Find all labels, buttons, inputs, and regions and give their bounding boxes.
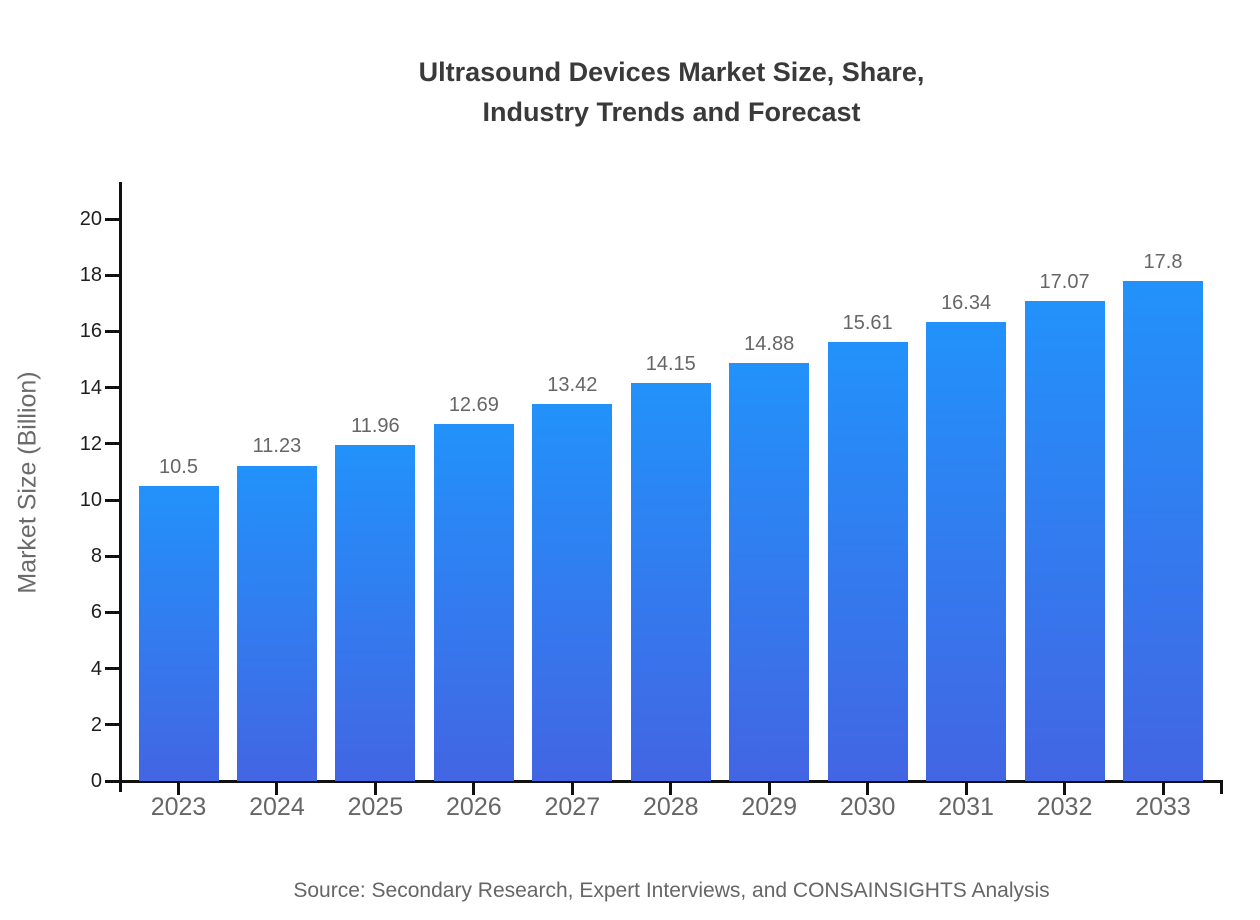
x-axis-tick-label: 2024: [249, 793, 305, 821]
x-axis-tick: [1063, 783, 1067, 795]
y-axis-spine: [119, 182, 122, 792]
x-axis-tick-label: 2023: [150, 793, 207, 821]
y-axis-tick-label: 6: [90, 601, 102, 624]
x-axis-spine: [120, 780, 1223, 783]
y-axis-tick-label: 14: [79, 376, 102, 399]
x-axis-tick-label: 2028: [642, 793, 699, 821]
bar-2028: [630, 383, 711, 781]
bar-value-label: 11.23: [252, 435, 302, 458]
chart-title: Ultrasound Devices Market Size, Share, I…: [120, 52, 1223, 132]
y-axis-tick-label: 16: [79, 320, 102, 343]
bar-value-label: 14.88: [744, 332, 795, 355]
y-axis-tick: [105, 217, 119, 221]
x-axis-tick: [767, 783, 771, 795]
bar-2025: [335, 444, 416, 781]
y-axis-tick-label: 10: [79, 489, 102, 512]
bar-2030: [827, 342, 908, 781]
y-axis-tick: [105, 667, 119, 671]
x-axis-tick-label: 2033: [1135, 793, 1191, 821]
plot-area: 0 2 4 6 8 10 12 14 16 18 20 10.5 2023 11.23 2024 11.96 2…: [80, 182, 1223, 821]
x-axis-tick: [866, 783, 870, 795]
bar-2026: [433, 424, 514, 781]
bar-value-label: 17.8: [1143, 250, 1183, 273]
bar-2033: [1123, 280, 1203, 781]
y-axis-tick: [105, 723, 119, 727]
bar-value-label: 14.15: [645, 353, 696, 376]
x-axis-tick-label: 2025: [347, 793, 404, 821]
x-axis-tick-label: 2032: [1036, 793, 1093, 821]
source-text: Source: Secondary Research, Expert Inter…: [293, 879, 1050, 902]
y-axis-tick-label: 20: [79, 208, 102, 231]
y-axis-tick-label: 0: [90, 770, 102, 792]
x-axis-tick-label: 2031: [938, 793, 994, 821]
x-axis-tick: [964, 783, 968, 795]
bar-value-label: 12.69: [448, 394, 499, 417]
y-axis-tick: [105, 273, 119, 277]
bar-value-label: 15.61: [842, 312, 893, 335]
y-axis-tick: [105, 779, 119, 783]
bar-2029: [729, 362, 810, 781]
x-axis-tick-label: 2027: [544, 793, 601, 821]
bar-value-label: 16.34: [941, 291, 992, 314]
x-axis-tick: [373, 783, 377, 795]
y-axis-tick-label: 2: [90, 713, 102, 736]
x-axis-tick: [275, 783, 279, 795]
y-axis-tick: [105, 442, 119, 446]
y-axis-tick-label: 4: [90, 657, 102, 680]
x-axis-end-tick: [1220, 781, 1223, 794]
bar-2031: [926, 321, 1007, 781]
y-axis-tick: [105, 329, 119, 333]
x-axis-tick: [669, 783, 673, 795]
x-axis-tick: [472, 783, 476, 795]
x-axis-tick: [1161, 783, 1165, 795]
y-axis-tick-label: 8: [90, 545, 102, 568]
y-axis-label: Market Size (Billion): [13, 371, 42, 594]
bar-2024: [236, 465, 317, 781]
y-axis-tick: [105, 386, 119, 390]
bar-value-label: 13.42: [547, 373, 598, 396]
bar-2023: [138, 486, 219, 781]
chart-title-line2: Industry Trends and Forecast: [482, 97, 861, 127]
x-axis-tick-label: 2026: [446, 793, 502, 821]
bar-value-label: 17.07: [1039, 271, 1090, 294]
x-axis-tick: [177, 783, 180, 795]
x-axis-tick: [570, 783, 574, 795]
y-axis-tick-label: 18: [79, 264, 102, 287]
y-axis-tick: [105, 554, 119, 558]
x-axis-tick-label: 2029: [741, 793, 797, 821]
bar-2027: [532, 403, 613, 781]
y-axis-tick: [105, 498, 119, 502]
y-axis-tick: [105, 610, 119, 614]
bar-2032: [1024, 301, 1105, 781]
bar-value-label: 10.5: [159, 455, 198, 478]
x-axis-tick-label: 2030: [839, 793, 896, 821]
bar-value-label: 11.96: [351, 414, 400, 437]
y-axis-tick-label: 12: [79, 432, 102, 455]
chart-title-line1: Ultrasound Devices Market Size, Share,: [418, 57, 925, 87]
